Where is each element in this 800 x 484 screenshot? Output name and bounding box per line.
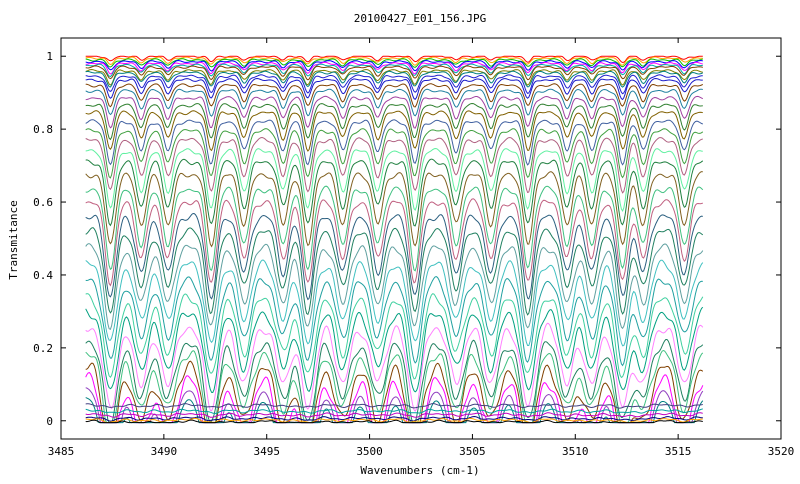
spectrum-series-line: [85, 417, 703, 424]
spectrum-series-line: [85, 56, 703, 66]
spectrum-series-line: [85, 276, 703, 367]
spectrum-series-line: [85, 88, 703, 117]
spectrum-series-line: [85, 198, 703, 287]
x-tick-label: 3515: [665, 445, 692, 458]
spectrum-series-line: [85, 95, 704, 129]
spectrum-series-line: [85, 212, 703, 301]
spectrum-series-line: [85, 65, 703, 81]
axis-layer: 3485 3490 3495 3500 3505 3510 3515 3520 0 0.2 0.4 0…: [33, 38, 794, 458]
spectrum-series-line: [85, 415, 703, 422]
spectrum-series-line: [85, 306, 704, 394]
spectrum-series-line: [85, 339, 704, 424]
spectrum-series-line: [85, 158, 704, 227]
x-tick-label: 3505: [459, 445, 486, 458]
spectrum-series-line: [85, 136, 703, 194]
y-tick-label: 0.4: [33, 269, 53, 282]
spectrum-series-line: [85, 322, 704, 412]
spectrum-series-line: [85, 147, 703, 212]
spectrum-series-line: [85, 259, 704, 347]
spectrum-series-line: [85, 419, 703, 424]
x-tick-label: 3510: [562, 445, 589, 458]
x-tick-label: 3495: [253, 445, 280, 458]
y-tick-label: 1: [46, 50, 53, 63]
spectrum-series-line: [85, 119, 703, 166]
spectrum-series-line: [85, 403, 703, 409]
spectrum-series-line: [85, 227, 704, 316]
spectrum-series-line: [85, 55, 703, 64]
spectrum-series-line: [85, 387, 704, 424]
spectrum-series-line: [85, 293, 704, 380]
y-axis-label: Transmitance: [7, 200, 20, 279]
spectrum-series-line: [85, 412, 703, 418]
x-axis-label: Wavenumbers (cm-1): [360, 464, 479, 477]
y-tick-label: 0.6: [33, 196, 53, 209]
x-tick-label: 3490: [151, 445, 178, 458]
y-tick-label: 0.8: [33, 123, 53, 136]
spectrum-series-line: [85, 128, 704, 179]
spectrum-series-line: [85, 360, 704, 424]
spectrum-series-line: [85, 74, 703, 95]
spectrum-series-line: [85, 59, 703, 72]
spectrum-series-line: [85, 70, 704, 88]
series-layer: [85, 55, 704, 424]
spectrum-series-line: [85, 77, 703, 101]
spectrum-series-line: [85, 408, 703, 414]
x-tick-label: 3500: [356, 445, 383, 458]
x-tick-label: 3520: [768, 445, 795, 458]
x-tick-label: 3485: [48, 445, 75, 458]
spectrum-series-line: [85, 171, 703, 248]
chart-title: 20100427_E01_156.JPG: [354, 12, 486, 25]
spectrum-series-line: [85, 83, 704, 108]
spectrum-series-line: [85, 349, 704, 424]
spectrum-series-line: [85, 185, 704, 272]
spectrum-series-line: [85, 102, 703, 141]
spectrum-series-line: [85, 68, 703, 86]
y-tick-label: 0.2: [33, 342, 53, 355]
spectrum-series-line: [85, 63, 703, 78]
spectrum-series-line: [85, 243, 704, 330]
spectrum-series-line: [85, 58, 703, 68]
spectrum-series-line: [85, 110, 703, 152]
spectrum-series-line: [85, 61, 703, 75]
y-tick-label: 0: [46, 415, 53, 428]
